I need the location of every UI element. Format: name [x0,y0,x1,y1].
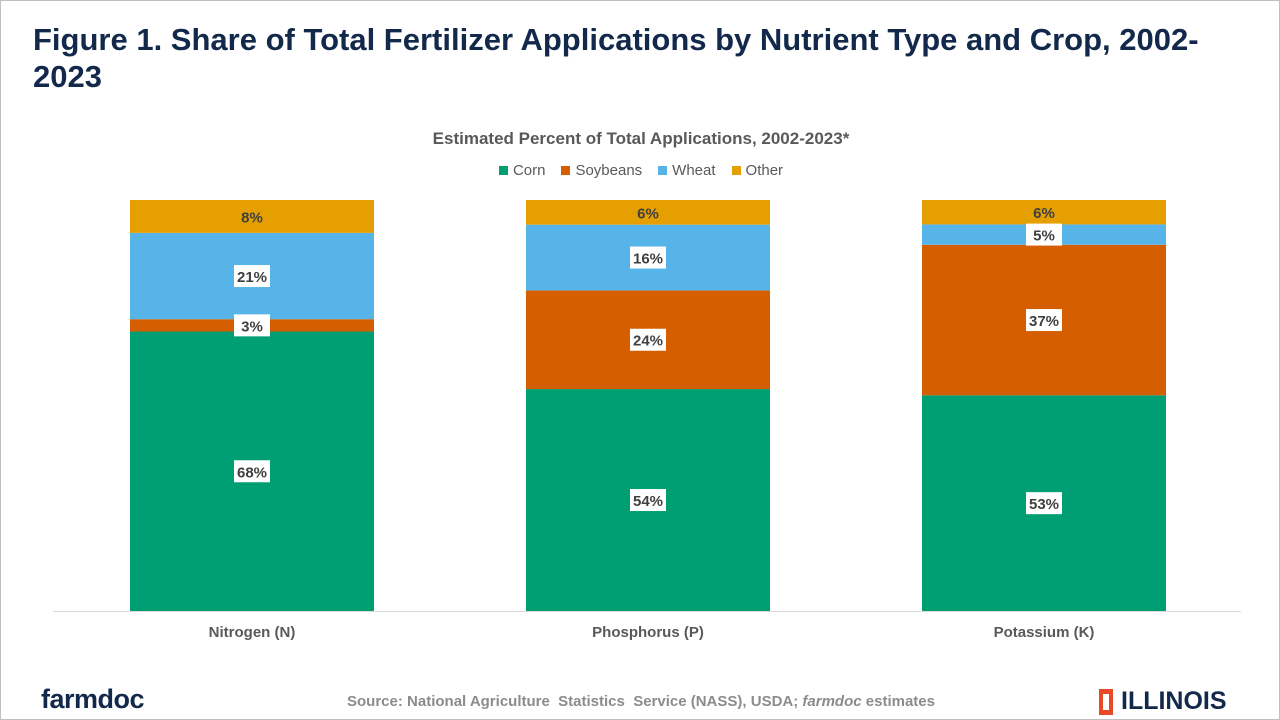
legend-label: Soybeans [575,162,643,179]
data-label-background [630,328,666,351]
legend-label: Corn [512,162,546,179]
legend-swatch [731,166,741,175]
data-label-background [630,246,666,269]
illinois-logo: ILLINOIS [1099,687,1227,716]
bar-segment-other [130,200,374,233]
data-label: 6% [1033,205,1055,222]
x-tick-label: Phosphorus (P) [592,624,704,641]
data-label: 5% [1033,228,1055,245]
data-label-background [630,489,666,512]
legend-swatch [658,166,668,175]
source-text: Source: National Agriculture Statistics … [347,693,935,710]
x-tick-label: Potassium (K) [994,624,1095,641]
legend-item: Other [731,162,784,179]
legend-swatch [498,166,508,175]
legend-swatch [561,166,571,175]
legend-label: Other [745,162,784,179]
source-note: Source: National Agriculture Statistics … [1,693,1279,710]
data-label-background [1026,223,1062,246]
block-i-icon [1099,688,1113,715]
illinois-wordmark: ILLINOIS [1121,687,1227,715]
data-label-background [234,265,270,288]
data-label: 6% [637,205,659,222]
data-label-background [1026,492,1062,515]
bar-segment-other [922,200,1166,225]
bar-segment-other [526,200,770,225]
data-label: 37% [1029,313,1059,330]
legend-label: Wheat [672,162,716,179]
data-label-background [1026,309,1062,332]
data-label: 54% [633,493,663,510]
data-label: 21% [237,269,267,286]
figure-title: Figure 1. Share of Total Fertilizer Appl… [33,22,1199,94]
legend-item: Soybeans [561,162,642,179]
legend-item: Corn [498,162,546,179]
data-label: 16% [633,251,663,268]
data-label: 3% [241,318,263,335]
data-label-background [234,460,270,483]
data-label: 68% [237,464,267,481]
legend-item: Wheat [658,162,716,179]
x-tick-label: Nitrogen (N) [209,624,296,641]
data-label: 53% [1029,496,1059,513]
data-label-background [234,314,270,337]
farmdoc-logo: farmdoc [41,684,145,714]
data-label: 24% [633,333,663,350]
chart-title: Estimated Percent of Total Applications,… [432,129,850,148]
data-label: 8% [241,209,263,226]
legend: Corn Soybeans Wheat Other [1,162,1279,179]
